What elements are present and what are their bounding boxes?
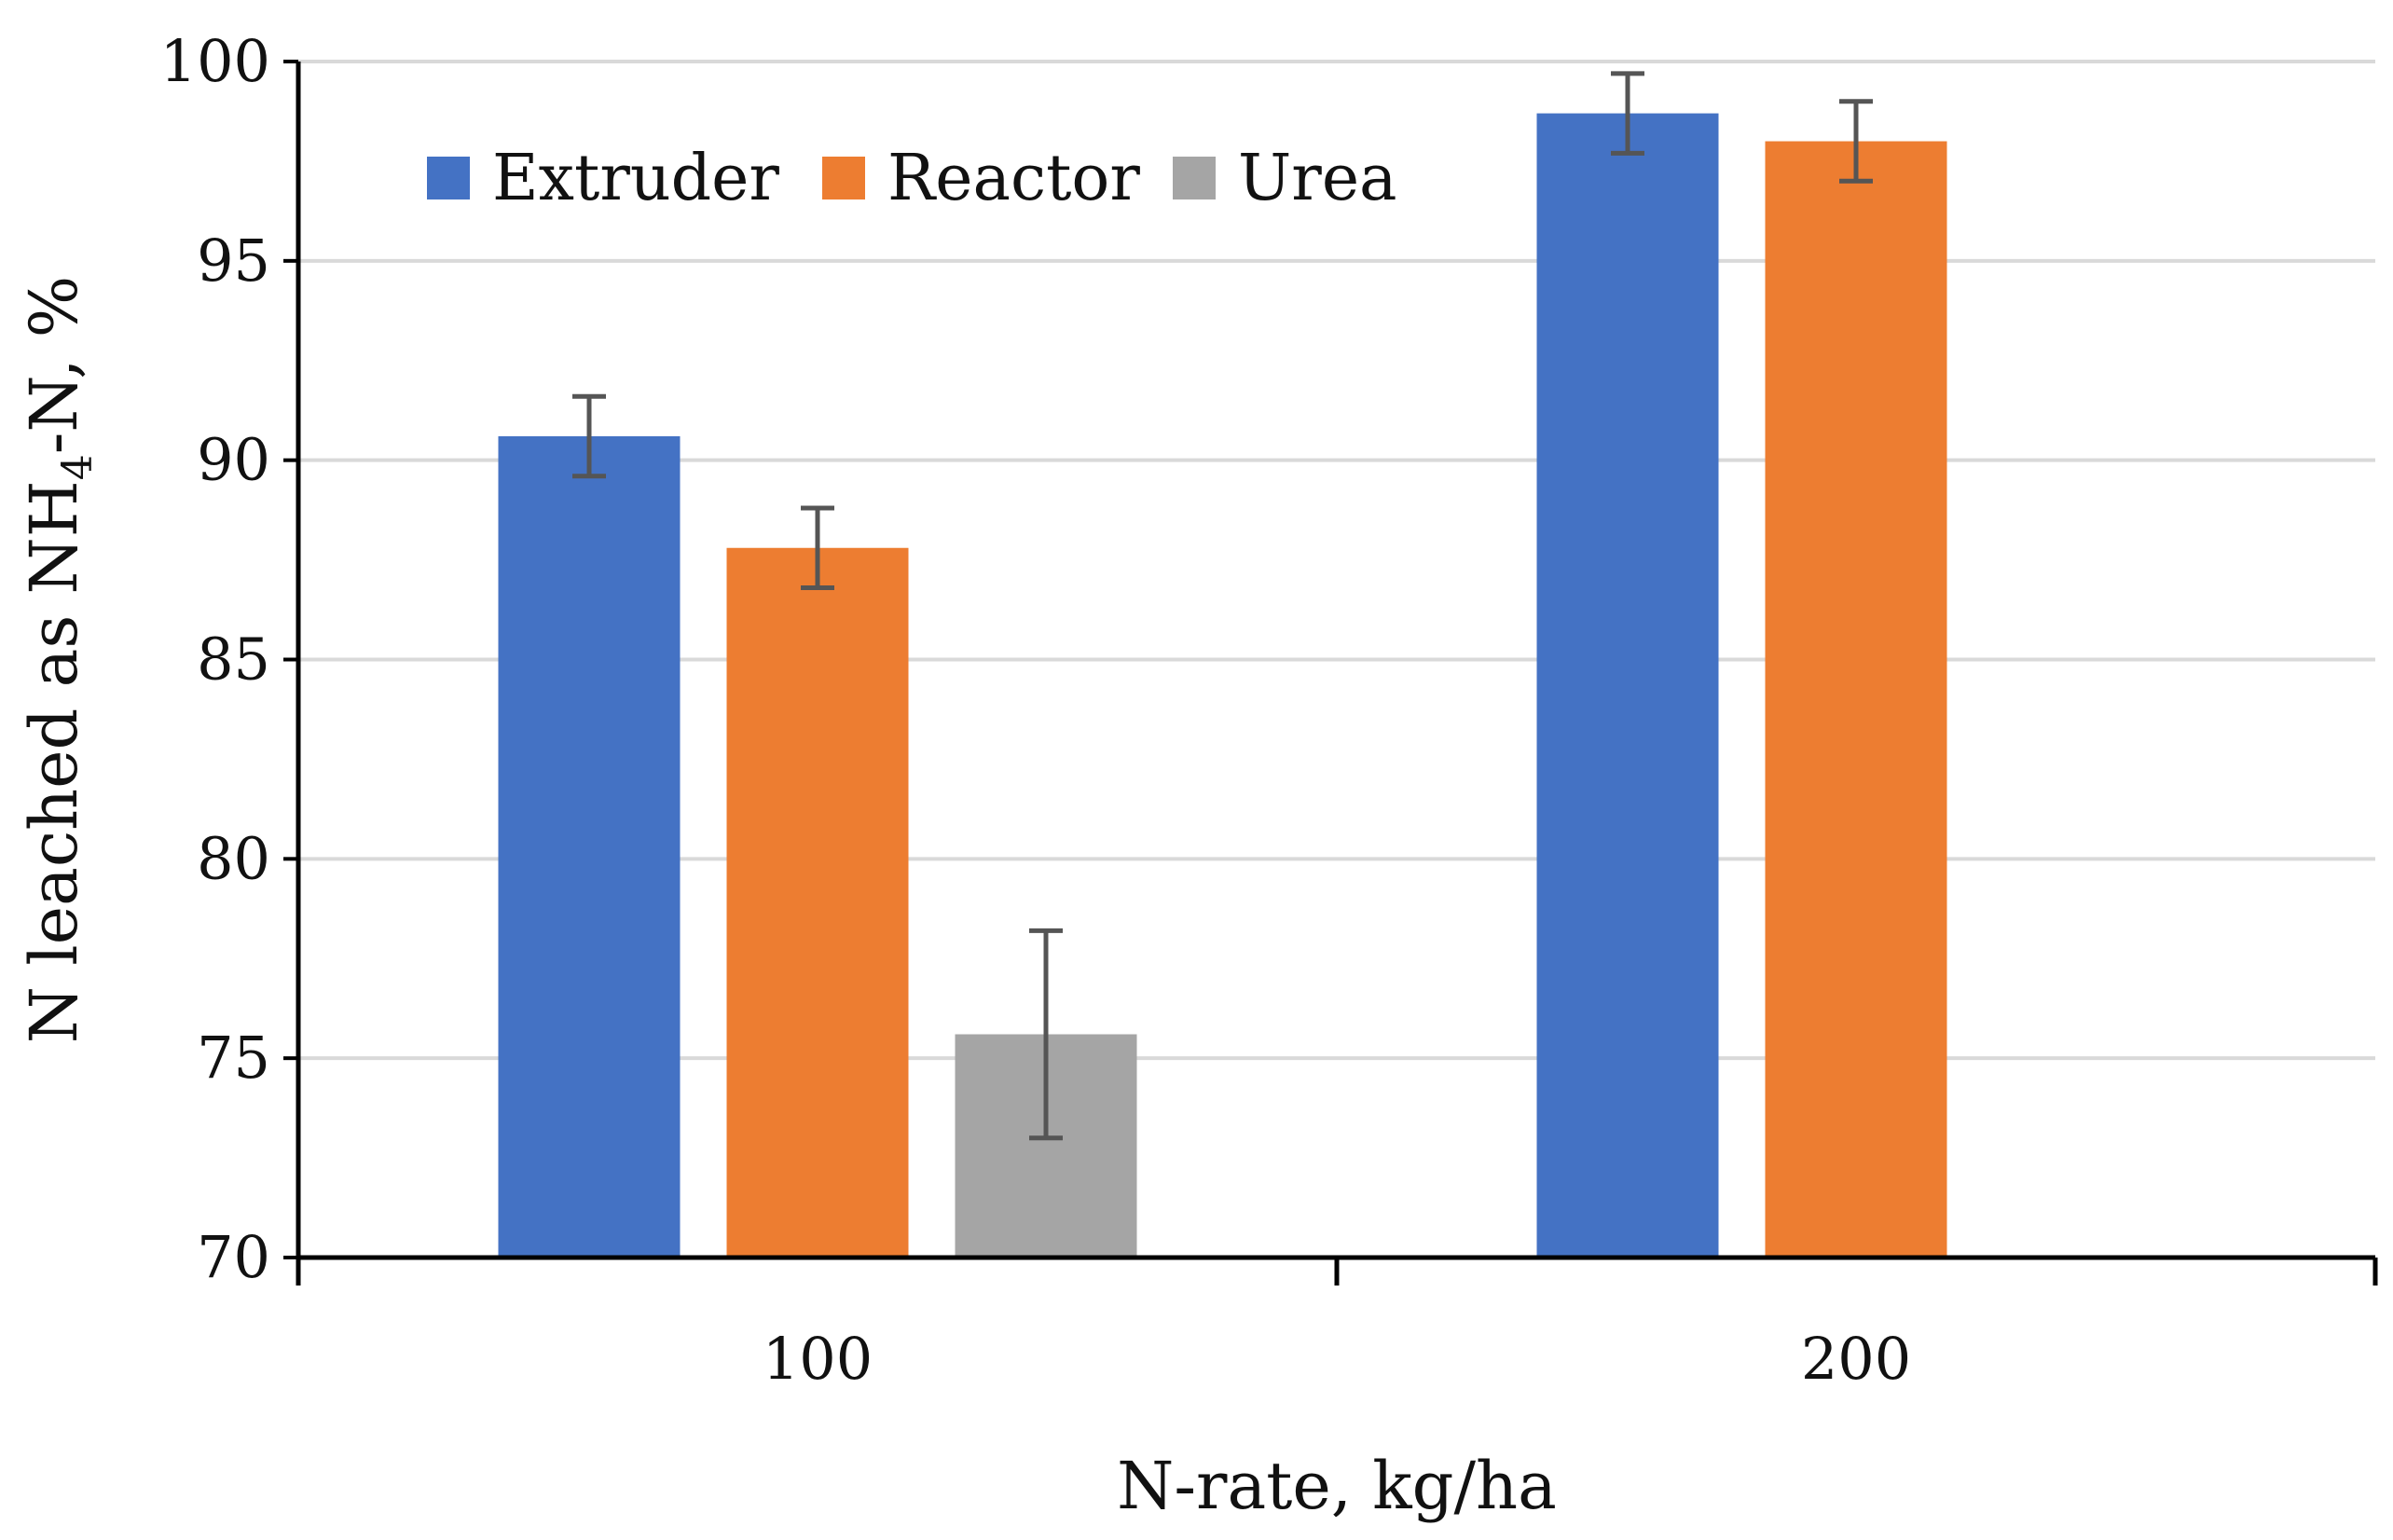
- legend-swatch-extruder: [427, 157, 470, 199]
- bar-reactor-200: [1765, 141, 1947, 1258]
- legend-swatch-reactor: [822, 157, 865, 199]
- legend-label-urea: Urea: [1238, 142, 1397, 215]
- x-axis-title: N-rate, kg/ha: [1117, 1448, 1557, 1524]
- y-axis-title-main: N leached as NH: [16, 480, 92, 1043]
- legend-label-reactor: Reactor: [887, 142, 1140, 215]
- bar-extruder-100: [498, 436, 681, 1258]
- legend: Extruder Reactor Urea: [427, 142, 1397, 215]
- axes: [283, 60, 2378, 1286]
- y-axis-title-subscript: 4: [54, 454, 102, 480]
- x-tick-label: 100: [763, 1325, 873, 1393]
- y-tick-label: 80: [197, 824, 270, 892]
- legend-label-extruder: Extruder: [492, 142, 779, 215]
- y-tick-label: 70: [197, 1223, 270, 1291]
- bar-extruder-200: [1536, 113, 1719, 1258]
- y-axis-title: N leached as NH4-N, %: [16, 276, 102, 1043]
- x-tick-labels: 100 200: [763, 1325, 1911, 1393]
- y-tick-label: 100: [160, 27, 270, 95]
- y-tick-label: 85: [197, 626, 270, 694]
- error-bars: [572, 71, 1873, 1141]
- bar-reactor-100: [726, 547, 909, 1258]
- bars: [498, 113, 1947, 1258]
- y-tick-label: 75: [197, 1024, 270, 1092]
- x-tick-label: 200: [1801, 1325, 1911, 1393]
- y-tick-labels: 70 75 80 85 90 95 100: [160, 27, 270, 1291]
- y-axis-title-suffix: -N, %: [16, 276, 92, 454]
- legend-swatch-urea: [1173, 157, 1216, 199]
- y-tick-label: 90: [197, 426, 270, 494]
- y-tick-label: 95: [197, 227, 270, 295]
